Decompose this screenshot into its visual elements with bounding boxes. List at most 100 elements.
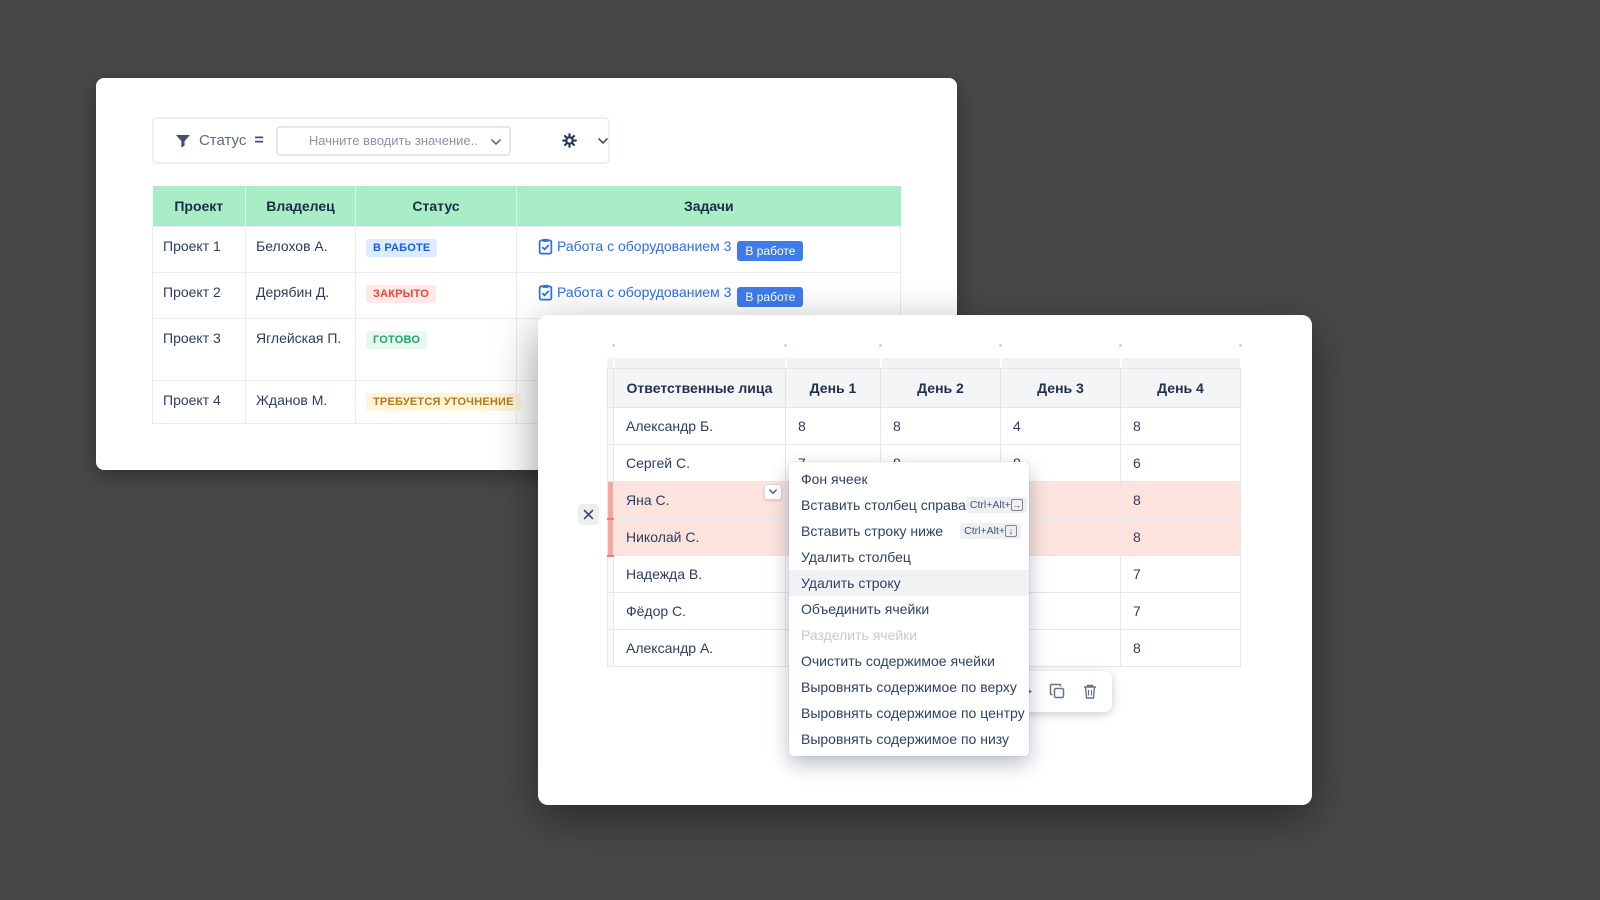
status-cell: ГОТОВО bbox=[355, 317, 517, 381]
column-header-tasks: Задачи bbox=[516, 186, 901, 226]
task-title: Работа с оборудованием 3 bbox=[557, 238, 732, 254]
table-context-menu: Фон ячеек Вставить столбец справа Ctrl+Al… bbox=[789, 462, 1029, 756]
day-cell[interactable]: 6 bbox=[1120, 444, 1241, 482]
column-marker-dot bbox=[999, 344, 1002, 347]
column-header-day3: День 3 bbox=[1000, 368, 1121, 408]
column-header-day1: День 1 bbox=[785, 368, 881, 408]
column-header-status: Статус bbox=[355, 186, 517, 226]
menu-item-delete-column[interactable]: Удалить столбец bbox=[801, 549, 911, 565]
menu-item-align-content-bottom[interactable]: Выровнять содержимое по низу bbox=[801, 731, 1010, 747]
column-marker-dot bbox=[1239, 344, 1242, 347]
owner-cell: Белохов А. bbox=[245, 225, 356, 273]
project-cell: Проект 1 bbox=[152, 225, 246, 273]
chevron-down-icon bbox=[769, 489, 777, 495]
column-marker-dot bbox=[612, 344, 615, 347]
person-cell[interactable]: Яна С. bbox=[613, 481, 786, 519]
project-cell: Проект 3 bbox=[152, 317, 246, 381]
person-cell[interactable]: Александр Б. bbox=[613, 407, 786, 445]
column-grip[interactable] bbox=[607, 358, 613, 368]
menu-item-merge-cells[interactable]: Объединить ячейки bbox=[801, 601, 930, 617]
filter-placeholder: Начните вводить значение.. bbox=[308, 133, 478, 148]
column-header-day4: День 4 bbox=[1120, 368, 1241, 408]
gear-icon bbox=[562, 133, 577, 148]
status-cell: ЗАКРЫТО bbox=[355, 271, 517, 319]
owner-cell: Жданов М. bbox=[245, 379, 356, 424]
day-cell[interactable]: 8 bbox=[1120, 629, 1241, 667]
column-marker-dot bbox=[1119, 344, 1122, 347]
column-marker-dot bbox=[879, 344, 882, 347]
day-cell[interactable]: 4 bbox=[1000, 407, 1121, 445]
close-icon[interactable] bbox=[578, 504, 599, 525]
person-cell[interactable]: Сергей С. bbox=[613, 444, 786, 482]
project-cell: Проект 4 bbox=[152, 379, 246, 424]
status-cell: В РАБОТЕ bbox=[355, 225, 517, 273]
day-cell[interactable]: 8 bbox=[1120, 407, 1241, 445]
day-cell[interactable]: 8 bbox=[1120, 481, 1241, 519]
owner-cell: Дерябин Д. bbox=[245, 271, 356, 319]
status-badge: ГОТОВО bbox=[366, 330, 428, 349]
schedule-table-header: Ответственные лица День 1 День 2 День 3 … bbox=[607, 368, 1241, 408]
projects-table-header: Проект Владелец Статус Задачи bbox=[152, 186, 901, 226]
status-badge: ТРЕБУЕТСЯ УТОЧНЕНИЕ bbox=[366, 392, 521, 411]
chevron-down-icon bbox=[491, 138, 501, 145]
column-marker-dot bbox=[784, 344, 787, 347]
menu-item-insert-column-right[interactable]: Вставить столбец справа Ctrl+Alt+ → bbox=[789, 492, 1029, 518]
filter-value-select[interactable]: Начните вводить значение.. bbox=[275, 125, 511, 156]
column-grip[interactable] bbox=[1002, 358, 1120, 368]
key-arrow-down-icon: ↓ bbox=[1005, 525, 1017, 537]
filter-settings-button[interactable] bbox=[561, 132, 578, 149]
task-title: Работа с оборудованием 3 bbox=[557, 284, 732, 300]
chevron-down-icon bbox=[598, 137, 608, 144]
status-cell: ТРЕБУЕТСЯ УТОЧНЕНИЕ bbox=[355, 379, 521, 424]
filter-expand-button[interactable] bbox=[598, 132, 608, 150]
cell-options-button[interactable] bbox=[764, 484, 782, 500]
column-header-owner: Владелец bbox=[245, 186, 356, 226]
column-header-project: Проект bbox=[152, 186, 246, 226]
person-cell[interactable]: Александр А. bbox=[613, 629, 786, 667]
copy-button[interactable] bbox=[1049, 683, 1066, 700]
key-arrow-right-icon: → bbox=[1010, 499, 1023, 511]
task-link[interactable]: Работа с оборудованием 3 bbox=[537, 284, 731, 301]
delete-button[interactable] bbox=[1082, 683, 1098, 700]
project-cell: Проект 2 bbox=[152, 271, 246, 319]
menu-item-align-content-top[interactable]: Выровнять содержимое по верху bbox=[801, 679, 1017, 695]
filter-bar: Статус = Начните вводить значение.. bbox=[152, 117, 610, 164]
task-cell: Работа с оборудованием 3 В работе bbox=[516, 271, 901, 319]
shortcut-badge: Ctrl+Alt+ → bbox=[965, 497, 1027, 513]
menu-item-cell-background[interactable]: Фон ячеек bbox=[801, 471, 868, 487]
column-grip[interactable] bbox=[882, 358, 1000, 368]
table-row: Александр Б. 8 8 4 8 bbox=[607, 407, 1241, 445]
status-badge: ЗАКРЫТО bbox=[366, 284, 437, 303]
column-grip[interactable] bbox=[1122, 358, 1240, 368]
day-cell[interactable]: 7 bbox=[1120, 555, 1241, 593]
table-row: Проект 1 Белохов А. В РАБОТЕ Работа с об… bbox=[152, 225, 901, 273]
owner-cell: Яглейская П. bbox=[245, 317, 356, 381]
status-badge: В РАБОТЕ bbox=[366, 238, 438, 257]
person-cell[interactable]: Надежда В. bbox=[613, 555, 786, 593]
person-cell[interactable]: Николай С. bbox=[613, 518, 786, 556]
day-cell[interactable]: 7 bbox=[1120, 592, 1241, 630]
menu-item-align-content-center[interactable]: Выровнять содержимое по центру bbox=[801, 705, 1025, 721]
day-cell[interactable]: 8 bbox=[785, 407, 881, 445]
filter-operator: = bbox=[254, 131, 264, 149]
task-link[interactable]: Работа с оборудованием 3 bbox=[537, 238, 731, 255]
column-header-people: Ответственные лица bbox=[613, 368, 786, 408]
table-row: Проект 2 Дерябин Д. ЗАКРЫТО Работа с обо… bbox=[152, 271, 901, 319]
day-cell[interactable]: 8 bbox=[1120, 518, 1241, 556]
filter-field-label: Статус bbox=[198, 132, 247, 149]
menu-item-clear-cell-content[interactable]: Очистить содержимое ячейки bbox=[801, 653, 995, 669]
clipboard-check-icon bbox=[538, 238, 553, 254]
shortcut-badge: Ctrl+Alt+ ↓ bbox=[960, 523, 1021, 539]
task-cell: Работа с оборудованием 3 В работе bbox=[516, 225, 901, 273]
funnel-icon bbox=[175, 134, 190, 148]
person-cell[interactable]: Фёдор С. bbox=[613, 592, 786, 630]
column-header-day2: День 2 bbox=[880, 368, 1001, 408]
day-cell[interactable]: 8 bbox=[880, 407, 1001, 445]
column-grip[interactable] bbox=[787, 358, 880, 368]
menu-item-delete-row[interactable]: Удалить строку bbox=[789, 570, 1029, 596]
column-grip[interactable] bbox=[615, 358, 785, 368]
copy-icon bbox=[1049, 683, 1065, 699]
task-status-badge: В работе bbox=[737, 286, 804, 307]
menu-item-split-cells: Разделить ячейки bbox=[801, 627, 918, 643]
menu-item-insert-row-below[interactable]: Вставить строку ниже Ctrl+Alt+ ↓ bbox=[789, 518, 1029, 544]
